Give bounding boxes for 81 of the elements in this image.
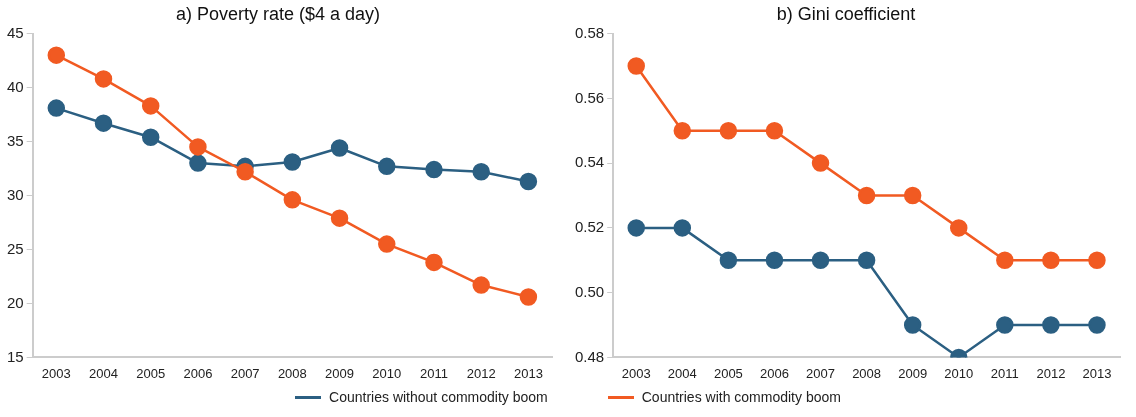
chart-title: b) Gini coefficient: [776, 3, 916, 24]
x-tick-label: 2010: [944, 365, 974, 381]
point: [141, 128, 160, 146]
y-tick-label: 25: [7, 239, 24, 257]
point: [330, 209, 349, 227]
point: [719, 251, 738, 270]
x-tick-label: 2006: [759, 365, 789, 381]
point: [765, 121, 784, 140]
x-tick-label: 2012: [466, 365, 496, 381]
y-tick-label: 0.48: [574, 347, 605, 365]
point: [378, 157, 396, 176]
point: [673, 121, 692, 140]
point: [627, 57, 645, 75]
y-tick-label: 15: [7, 347, 24, 365]
point: [141, 97, 160, 115]
y-tick-label: 0.54: [574, 153, 605, 171]
x-tick-label: 2006: [183, 365, 213, 381]
x-tick-label: 2008: [852, 365, 882, 381]
y-tick-label: 30: [7, 185, 24, 203]
x-tick-label: 2005: [136, 365, 166, 381]
x-tick-label: 2009: [898, 365, 928, 381]
point: [1042, 316, 1060, 334]
x-tick-label: 2008: [277, 365, 307, 381]
point: [1088, 316, 1106, 334]
chart-title: a) Poverty rate ($4 a day): [175, 3, 381, 24]
y-tick-label: 35: [7, 131, 24, 149]
x-tick-label: 2007: [806, 365, 835, 381]
point: [472, 163, 490, 181]
x-tick-label: 2011: [990, 365, 1019, 381]
point: [283, 191, 302, 209]
point: [673, 219, 692, 237]
x-tick-label: 2003: [41, 365, 71, 381]
point: [903, 316, 922, 334]
point: [330, 139, 349, 157]
y-tick-label: 0.58: [574, 23, 605, 41]
legend-label: Countries with commodity boom: [641, 389, 841, 405]
point: [857, 186, 876, 205]
point: [811, 154, 830, 172]
point: [519, 288, 538, 306]
point: [283, 153, 302, 171]
point: [236, 163, 254, 181]
point: [378, 235, 396, 253]
point: [765, 251, 784, 270]
y-tick-label: 40: [7, 77, 24, 95]
x-tick-label: 2009: [325, 365, 355, 381]
y-tick-label: 45: [7, 23, 24, 41]
point: [189, 138, 207, 156]
x-tick-label: 2003: [621, 365, 651, 381]
point: [719, 121, 738, 140]
x-tick-label: 2013: [513, 365, 543, 381]
x-tick-label: 2007: [230, 365, 260, 381]
point: [996, 316, 1014, 334]
x-tick-label: 2011: [419, 365, 448, 381]
point: [425, 253, 443, 272]
point: [996, 251, 1014, 270]
x-tick-label: 2004: [89, 365, 118, 381]
y-tick-label: 0.56: [574, 88, 605, 106]
point: [857, 251, 876, 270]
point: [519, 172, 538, 191]
point: [1088, 251, 1106, 270]
x-tick-label: 2010: [372, 365, 402, 381]
y-tick-label: 0.50: [574, 282, 605, 300]
point: [472, 276, 490, 294]
x-tick-label: 2013: [1082, 365, 1112, 381]
point: [47, 99, 66, 117]
point: [94, 70, 113, 88]
point: [425, 160, 443, 179]
x-tick-label: 2005: [713, 365, 743, 381]
point: [627, 219, 645, 237]
point: [903, 186, 922, 205]
point: [94, 114, 113, 132]
x-tick-label: 2012: [1036, 365, 1066, 381]
legend-label: Countries without commodity boom: [329, 389, 548, 405]
point: [1042, 251, 1060, 270]
y-tick-label: 20: [7, 293, 24, 311]
point: [949, 219, 968, 237]
x-tick-label: 2004: [667, 365, 697, 381]
point: [189, 154, 207, 172]
point: [811, 251, 830, 270]
y-tick-label: 0.52: [574, 218, 605, 236]
point: [47, 46, 66, 64]
